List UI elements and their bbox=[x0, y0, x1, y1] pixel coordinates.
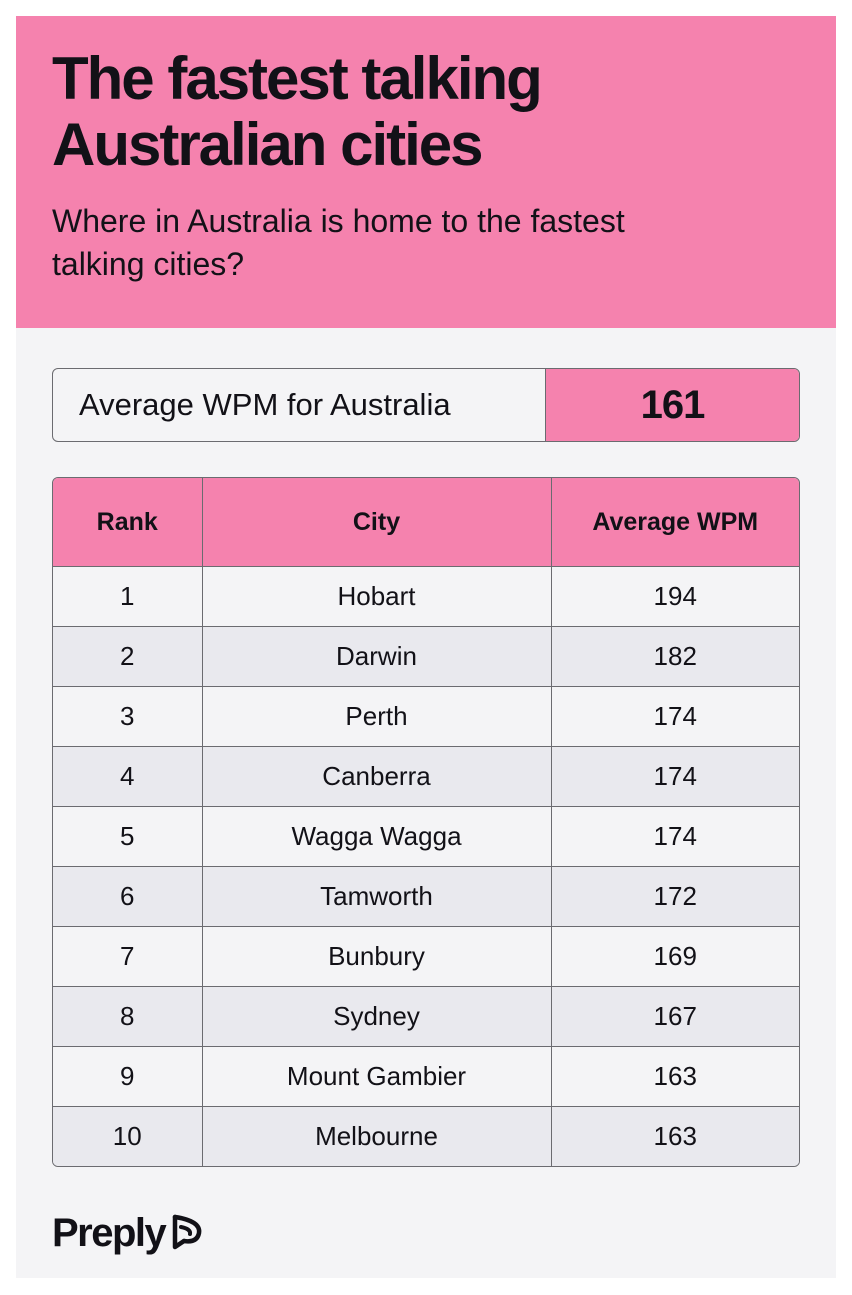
average-wpm-cell: 163 bbox=[551, 1106, 799, 1166]
average-wpm-cell: 167 bbox=[551, 986, 799, 1047]
rank-cell: 9 bbox=[53, 1046, 203, 1107]
table-row: 2 Darwin 182 bbox=[53, 626, 799, 687]
average-wpm-cell: 163 bbox=[551, 1046, 799, 1107]
title-line: Australian cities bbox=[52, 111, 484, 178]
preply-arrow-icon bbox=[173, 1214, 202, 1250]
table-body: 1 Hobart 194 2 Darwin 182 3 Perth 174 4 Canberra 17… bbox=[53, 566, 799, 1166]
average-wpm-cell: 182 bbox=[551, 626, 799, 687]
city-cell: Wagga Wagga bbox=[202, 806, 552, 867]
title-line: The fastest talking bbox=[52, 45, 543, 112]
average-wpm-cell: 174 bbox=[551, 806, 799, 867]
column-header-average-wpm: Average WPM bbox=[551, 478, 799, 567]
city-cell: Tamworth bbox=[202, 866, 552, 927]
average-wpm-label: Average WPM for Australia bbox=[79, 387, 451, 422]
logo-text: Preply bbox=[52, 1210, 167, 1255]
average-wpm-cell: 174 bbox=[551, 746, 799, 807]
table-row: 4 Canberra 174 bbox=[53, 746, 799, 807]
rank-cell: 5 bbox=[53, 806, 203, 867]
table-header-row: Rank City Average WPM bbox=[53, 478, 799, 567]
rank-cell: 3 bbox=[53, 686, 203, 747]
city-ranking-table: Rank City Average WPM 1 Hobart 194 2 Darwin 1… bbox=[52, 477, 800, 1167]
table-row: 1 Hobart 194 bbox=[53, 566, 799, 627]
subtitle-line: talking cities? bbox=[52, 246, 245, 282]
table-row: 6 Tamworth 172 bbox=[53, 866, 799, 927]
table-row: 10 Melbourne 163 bbox=[53, 1106, 799, 1166]
infographic-card: The fastest talking Australian cities Wh… bbox=[16, 16, 836, 1278]
average-wpm-cell: 194 bbox=[551, 566, 799, 627]
rank-cell: 2 bbox=[53, 626, 203, 687]
table-row: 5 Wagga Wagga 174 bbox=[53, 806, 799, 867]
rank-cell: 6 bbox=[53, 866, 203, 927]
city-cell: Bunbury bbox=[202, 926, 552, 987]
column-header-rank: Rank bbox=[53, 478, 203, 567]
city-cell: Sydney bbox=[202, 986, 552, 1047]
preply-logo: Preply bbox=[52, 1210, 205, 1256]
average-wpm-summary: Average WPM for Australia 161 bbox=[52, 368, 800, 442]
rank-cell: 1 bbox=[53, 566, 203, 627]
average-wpm-cell: 169 bbox=[551, 926, 799, 987]
average-wpm-value: 161 bbox=[545, 369, 799, 441]
page-subtitle: Where in Australia is home to the fastes… bbox=[52, 200, 792, 286]
column-header-city: City bbox=[202, 478, 552, 567]
city-cell: Darwin bbox=[202, 626, 552, 687]
average-wpm-cell: 174 bbox=[551, 686, 799, 747]
table-row: 9 Mount Gambier 163 bbox=[53, 1046, 799, 1107]
rank-cell: 4 bbox=[53, 746, 203, 807]
table-row: 7 Bunbury 169 bbox=[53, 926, 799, 987]
city-cell: Hobart bbox=[202, 566, 552, 627]
city-cell: Melbourne bbox=[202, 1106, 552, 1166]
rank-cell: 7 bbox=[53, 926, 203, 987]
table-row: 8 Sydney 167 bbox=[53, 986, 799, 1047]
page-title: The fastest talking Australian cities bbox=[52, 46, 812, 178]
average-wpm-cell: 172 bbox=[551, 866, 799, 927]
city-cell: Canberra bbox=[202, 746, 552, 807]
city-cell: Mount Gambier bbox=[202, 1046, 552, 1107]
subtitle-line: Where in Australia is home to the fastes… bbox=[52, 203, 625, 239]
header-banner: The fastest talking Australian cities Wh… bbox=[16, 16, 836, 328]
table-row: 3 Perth 174 bbox=[53, 686, 799, 747]
city-cell: Perth bbox=[202, 686, 552, 747]
rank-cell: 10 bbox=[53, 1106, 203, 1166]
rank-cell: 8 bbox=[53, 986, 203, 1047]
